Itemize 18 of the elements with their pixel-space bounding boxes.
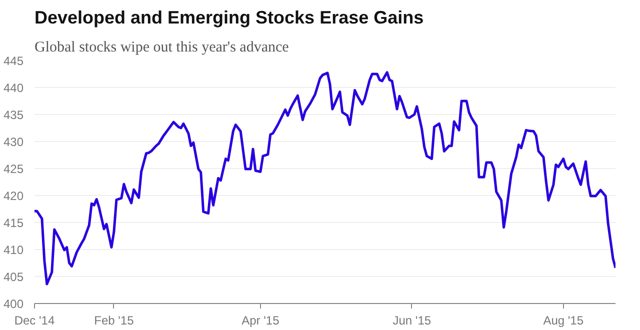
- line-series: [34, 71, 616, 286]
- y-tick-label: 400: [3, 297, 24, 311]
- x-tick-label: Jun '15: [392, 314, 432, 328]
- y-tick-label: 410: [3, 243, 24, 257]
- y-tick-label: 415: [3, 216, 24, 230]
- y-tick-label: 430: [3, 135, 24, 149]
- x-tick-label: Aug '15: [543, 314, 584, 328]
- y-tick-label: 405: [3, 270, 24, 284]
- y-tick-label: 445: [3, 54, 24, 68]
- x-tick-label: Feb '15: [94, 314, 134, 328]
- y-tick-label: 435: [3, 108, 24, 122]
- chart-subtitle: Global stocks wipe out this year's advance: [34, 40, 290, 56]
- y-tick-label: 440: [3, 81, 24, 95]
- x-tick-label: Dec '14: [14, 314, 55, 328]
- y-tick-label: 420: [3, 189, 24, 203]
- chart-title: Developed and Emerging Stocks Erase Gains: [34, 8, 424, 28]
- y-tick-label: 425: [3, 162, 24, 176]
- x-tick-label: Apr '15: [242, 314, 280, 328]
